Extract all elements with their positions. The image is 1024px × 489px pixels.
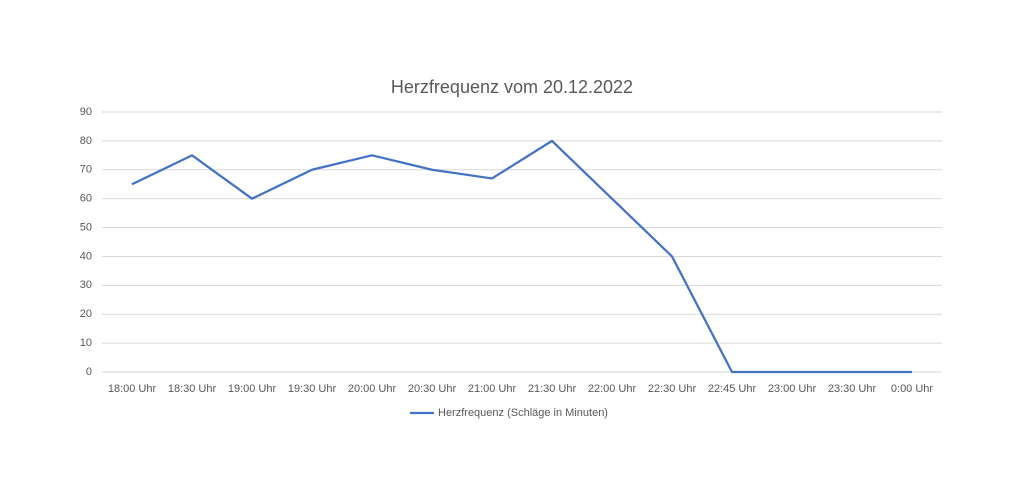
x-tick-label: 19:00 Uhr — [228, 383, 277, 395]
x-tick-label: 23:30 Uhr — [828, 383, 877, 395]
chart-title: Herzfrequenz vom 20.12.2022 — [391, 77, 633, 97]
x-tick-label: 21:30 Uhr — [528, 383, 577, 395]
x-tick-label: 0:00 Uhr — [891, 383, 934, 395]
y-tick-label: 80 — [80, 135, 92, 147]
y-tick-label: 60 — [80, 193, 92, 205]
x-tick-label: 18:30 Uhr — [168, 383, 217, 395]
x-tick-label: 18:00 Uhr — [108, 383, 157, 395]
y-tick-label: 40 — [80, 250, 92, 262]
x-tick-label: 22:30 Uhr — [648, 383, 697, 395]
y-tick-label: 70 — [80, 164, 92, 176]
y-tick-label: 0 — [86, 366, 92, 378]
x-tick-label: 20:00 Uhr — [348, 383, 397, 395]
x-tick-label: 21:00 Uhr — [468, 383, 517, 395]
x-tick-label: 20:30 Uhr — [408, 383, 457, 395]
x-tick-label: 19:30 Uhr — [288, 383, 337, 395]
y-tick-label: 20 — [80, 308, 92, 320]
x-tick-label: 22:45 Uhr — [708, 383, 757, 395]
legend-label: Herzfrequenz (Schläge in Minuten) — [438, 407, 608, 419]
x-tick-label: 23:00 Uhr — [768, 383, 817, 395]
y-tick-label: 90 — [80, 106, 92, 118]
y-tick-label: 30 — [80, 279, 92, 291]
y-tick-label: 10 — [80, 337, 92, 349]
x-tick-label: 22:00 Uhr — [588, 383, 637, 395]
data-line — [131, 139, 912, 374]
y-tick-label: 50 — [80, 221, 92, 233]
